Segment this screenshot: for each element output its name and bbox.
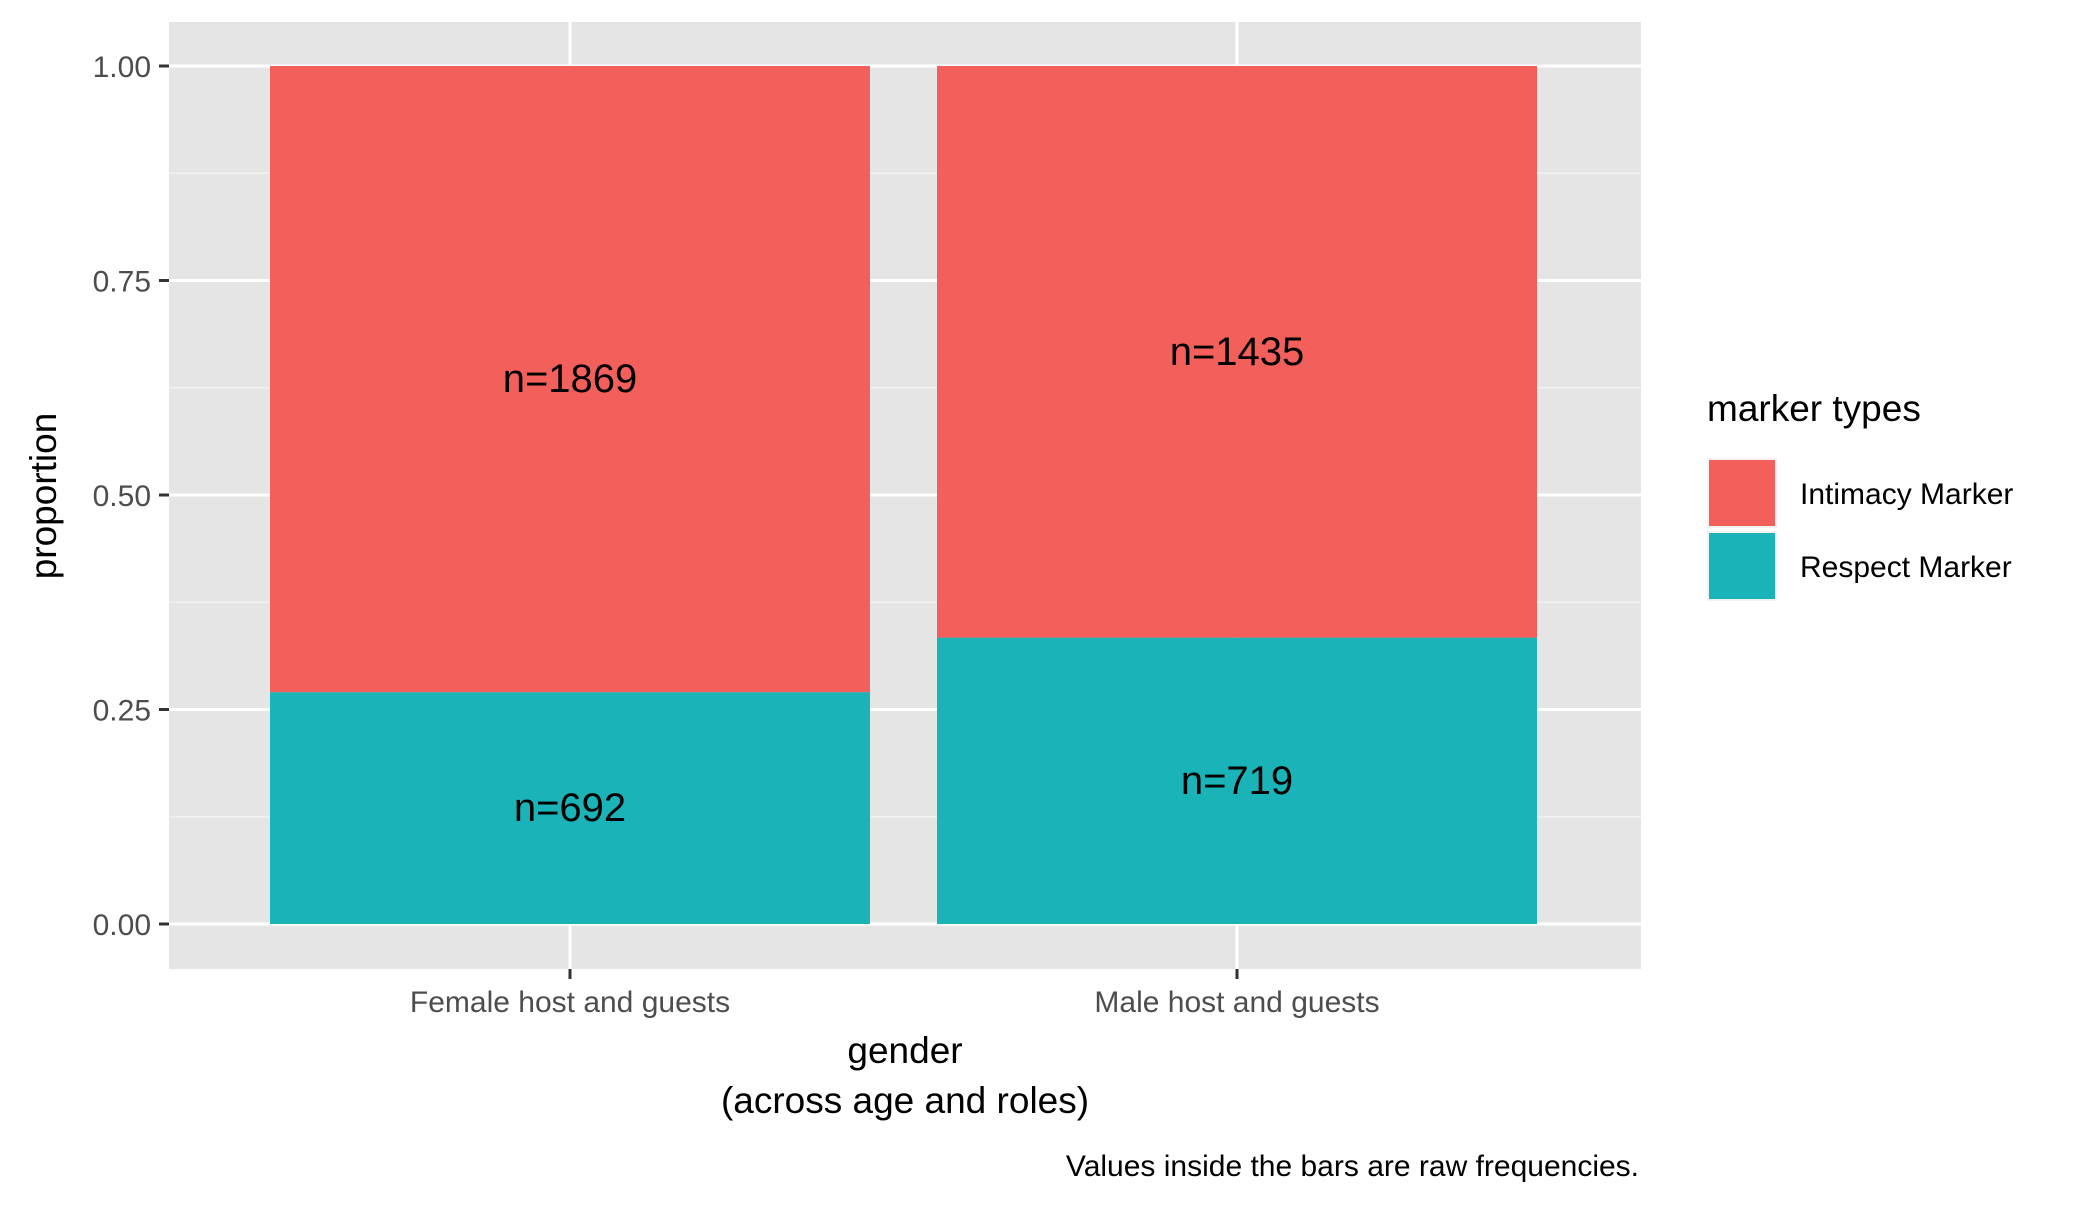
bar-label: n=1435: [1170, 330, 1305, 374]
y-axis: 0.00 0.25 0.50 0.75 1.00: [93, 51, 169, 942]
bar-segment-intimacy-marker-1: [270, 66, 870, 693]
caption: Values inside the bars are raw frequenci…: [1066, 1150, 1639, 1183]
bar-label: n=719: [1181, 759, 1293, 803]
x-axis: Female host and guests Male host and gues…: [410, 969, 1380, 1019]
y-tick-label: 0.00: [93, 909, 151, 942]
y-tick-label: 1.00: [93, 51, 151, 84]
legend: marker types Intimacy Marker Respect Mark…: [1707, 388, 2013, 601]
bar-label: n=692: [514, 786, 626, 830]
x-axis-title-line-2: (across age and roles): [721, 1080, 1089, 1121]
legend-swatch-respect-marker: [1709, 533, 1775, 599]
y-tick-label: 0.50: [93, 480, 151, 513]
y-axis-title: proportion: [23, 413, 64, 580]
bars-group: [270, 66, 1537, 924]
bar-segment-respect-marker-2: [937, 637, 1537, 924]
legend-swatch-intimacy-marker: [1709, 460, 1775, 526]
x-tick-label: Female host and guests: [410, 986, 730, 1019]
bar-labels-group: n=692 n=1869 n=719 n=1435: [503, 330, 1305, 830]
legend-label: Intimacy Marker: [1800, 478, 2013, 511]
legend-label: Respect Marker: [1800, 551, 2012, 584]
bar-segment-respect-marker-1: [270, 692, 870, 924]
y-tick-label: 0.25: [93, 695, 151, 728]
x-axis-title-line-1: gender: [847, 1030, 962, 1071]
legend-title: marker types: [1707, 388, 1921, 429]
bar-segment-intimacy-marker-2: [937, 66, 1537, 638]
bar-label: n=1869: [503, 357, 638, 401]
y-tick-label: 0.75: [93, 266, 151, 299]
x-tick-label: Male host and guests: [1094, 986, 1379, 1019]
